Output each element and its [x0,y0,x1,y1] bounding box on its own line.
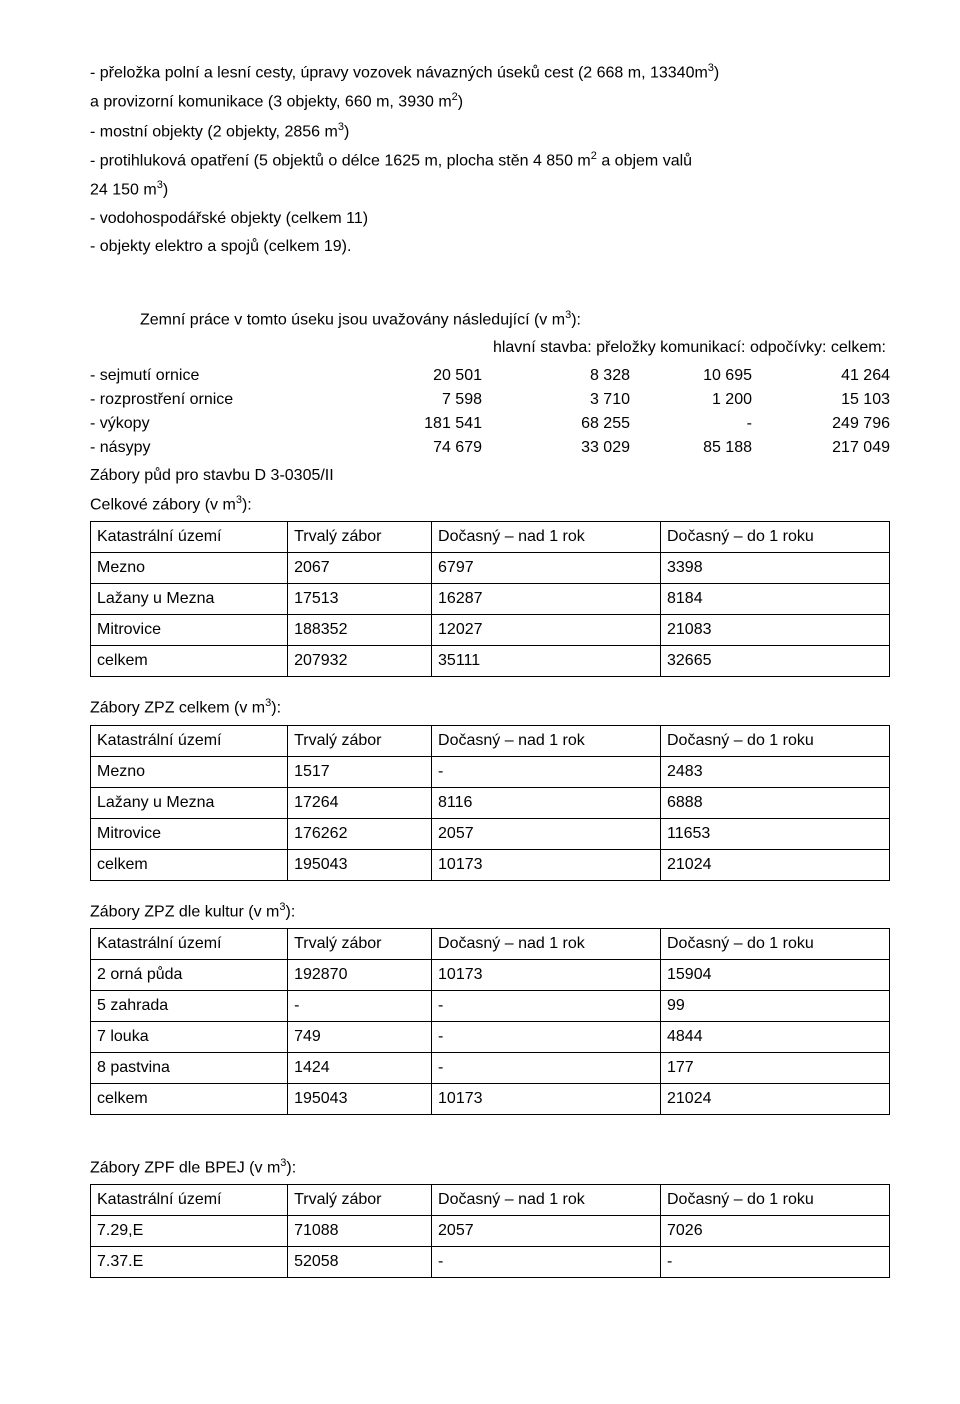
table-row: celkem1950431017321024 [91,849,890,880]
zpz-kultur-title: Zábory ZPZ dle kultur (v m3): [90,899,890,924]
table-row: - rozprostření ornice7 5983 7101 20015 1… [90,388,890,412]
table-row: Lažany u Mezna17513162878184 [91,584,890,615]
table-row: Mezno1517-2483 [91,756,890,787]
intro-line: - vodohospodářské objekty (celkem 11) [90,207,890,231]
table-row: - násypy74 67933 02985 188217 049 [90,436,890,460]
table-row: 7.37.E52058-- [91,1247,890,1278]
table-celkove-zabory: Katastrální územíTrvalý záborDočasný – n… [90,521,890,677]
intro-line: - mostní objekty (2 objekty, 2856 m3) [90,119,890,144]
table-row: 8 pastvina1424-177 [91,1052,890,1083]
table-row: Mezno206767973398 [91,553,890,584]
table-header-row: Katastrální územíTrvalý záborDočasný – n… [91,522,890,553]
table-header-row: Katastrální územíTrvalý záborDočasný – n… [91,928,890,959]
table-row: Lažany u Mezna1726481166888 [91,787,890,818]
table-row: Mitrovice176262205711653 [91,818,890,849]
table-zpz-kultur: Katastrální územíTrvalý záborDočasný – n… [90,928,890,1115]
table-row: 7 louka749-4844 [91,1021,890,1052]
intro-line: - objekty elektro a spojů (celkem 19). [90,235,890,259]
intro-line: 24 150 m3) [90,177,890,202]
table-row: 2 orná půda1928701017315904 [91,959,890,990]
table-header-row: Katastrální územíTrvalý záborDočasný – n… [91,1185,890,1216]
table-row: - výkopy181 54168 255-249 796 [90,412,890,436]
table-row: - sejmutí ornice20 5018 32810 69541 264 [90,364,890,388]
table-row: 7.29,E7108820577026 [91,1216,890,1247]
zpf-bpej-title: Zábory ZPF dle BPEJ (v m3): [90,1155,890,1180]
table-row: celkem2079323511132665 [91,646,890,677]
table-zpz-celkem: Katastrální územíTrvalý záborDočasný – n… [90,725,890,881]
table-row: Mitrovice1883521202721083 [91,615,890,646]
intro-line: - protihluková opatření (5 objektů o dél… [90,148,890,173]
table-zpf-bpej: Katastrální územíTrvalý záborDočasný – n… [90,1184,890,1278]
celkove-zabory-title: Celkové zábory (v m3): [90,492,890,517]
intro-line: - přeložka polní a lesní cesty, úpravy v… [90,60,890,85]
table-row: 5 zahrada--99 [91,990,890,1021]
earthworks-header: hlavní stavba: přeložky komunikací: odpo… [90,336,890,360]
table-header-row: Katastrální územíTrvalý záborDočasný – n… [91,725,890,756]
earthworks-table: - sejmutí ornice20 5018 32810 69541 264 … [90,364,890,460]
intro-line: a provizorní komunikace (3 objekty, 660 … [90,89,890,114]
table-row: celkem1950431017321024 [91,1083,890,1114]
zabory-title: Zábory půd pro stavbu D 3-0305/II [90,464,890,488]
zpz-celkem-title: Zábory ZPZ celkem (v m3): [90,695,890,720]
earthworks-intro: Zemní práce v tomto úseku jsou uvažovány… [140,307,890,332]
